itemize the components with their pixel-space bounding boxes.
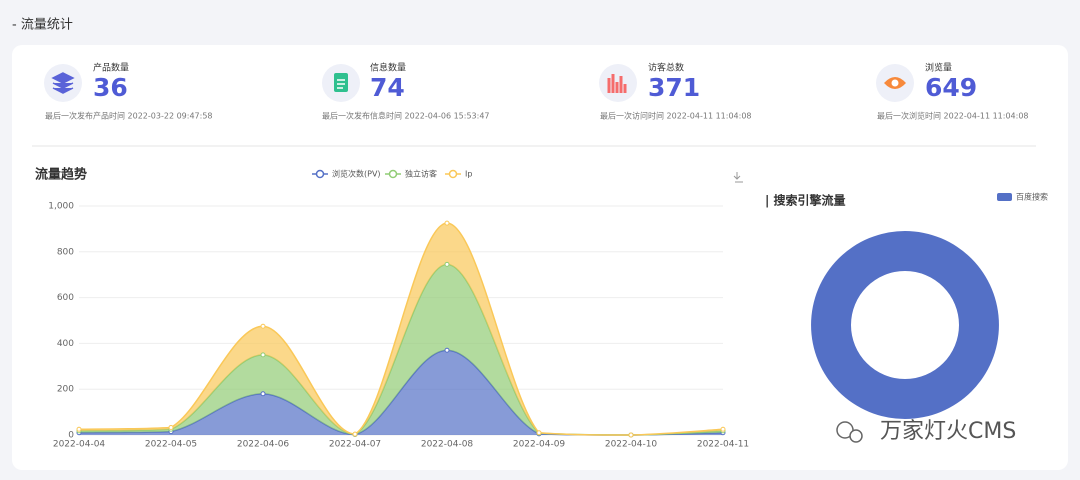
- stat-label: 产品数量: [93, 62, 129, 74]
- y-tick-label: 0: [68, 431, 74, 441]
- x-tick-label: 2022-04-07: [329, 440, 381, 450]
- line: [78, 222, 724, 436]
- point: [352, 431, 358, 437]
- donut-slice: [811, 231, 999, 419]
- point: [260, 352, 266, 358]
- point: [444, 347, 450, 353]
- stat-note: 最后一次发布产品时间 2022-03-22 09:47:58: [45, 111, 213, 121]
- legend-label: 独立访客: [405, 169, 437, 179]
- legend-swatch: [997, 193, 1012, 201]
- legend-label: 百度搜索: [1016, 192, 1048, 202]
- y-tick-label: 200: [57, 385, 74, 395]
- legend-dot: [448, 169, 458, 179]
- icons: [44, 64, 914, 102]
- legend-dot: [315, 169, 325, 179]
- download-icon[interactable]: [733, 172, 743, 183]
- y-tick-label: 600: [57, 293, 74, 303]
- watermark-text: 万家灯火CMS: [880, 419, 1016, 444]
- point: [444, 261, 450, 267]
- x-tick-label: 2022-04-08: [421, 440, 474, 450]
- x-tick-label: 2022-04-10: [605, 440, 658, 450]
- stat-value: 36: [93, 73, 128, 102]
- stat-label: 访客总数: [648, 62, 684, 74]
- page-title: - 流量统计: [12, 18, 73, 33]
- y-tick-label: 400: [57, 339, 74, 349]
- x-tick-label: 2022-04-06: [237, 440, 290, 450]
- stat-note: 最后一次浏览时间 2022-04-11 11:04:08: [877, 111, 1029, 121]
- y-tick-label: 800: [57, 247, 74, 257]
- point: [444, 220, 450, 226]
- chart-title: | 搜索引擎流量: [765, 193, 846, 208]
- chart-title: 流量趋势: [35, 167, 87, 183]
- point: [260, 323, 266, 329]
- stat-label: 浏览量: [925, 62, 952, 74]
- stat-note: 最后一次访问时间 2022-04-11 11:04:08: [600, 111, 752, 121]
- x-tick-label: 2022-04-11: [697, 440, 749, 450]
- stat-value: 371: [648, 73, 700, 102]
- area: [79, 350, 723, 435]
- y-tick-label: 1,000: [48, 202, 74, 212]
- watermark: 万家灯火CMS: [836, 419, 1016, 444]
- area: [79, 264, 723, 435]
- area: [79, 223, 723, 435]
- legend-label: 浏览次数(PV): [332, 169, 381, 179]
- x-tick-label: 2022-04-09: [513, 440, 566, 450]
- legend-dot: [388, 169, 398, 179]
- point: [628, 432, 634, 438]
- x-tick-label: 2022-04-04: [53, 440, 106, 450]
- point: [76, 426, 82, 432]
- point: [168, 424, 174, 430]
- x-tick-label: 2022-04-05: [145, 440, 197, 450]
- point: [720, 426, 726, 432]
- point: [536, 430, 542, 436]
- stat-value: 649: [925, 73, 977, 102]
- stat-label: 信息数量: [370, 62, 406, 74]
- stat-note: 最后一次发布信息时间 2022-04-06 15:53:47: [322, 111, 490, 121]
- point: [260, 391, 266, 397]
- legend-label: Ip: [465, 170, 472, 179]
- stat-value: 74: [370, 73, 405, 102]
